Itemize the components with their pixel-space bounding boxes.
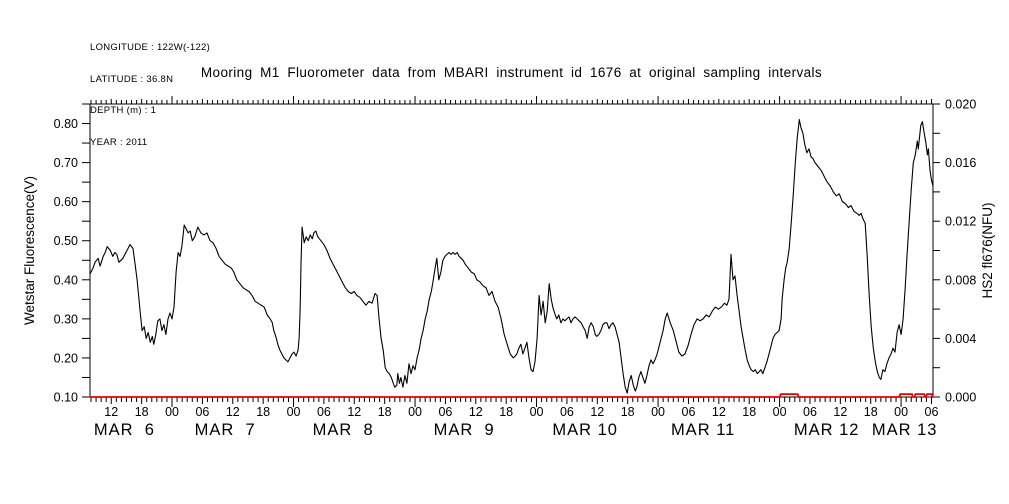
x-axis-hour-label: 12 [226,405,240,419]
right-axis-tick-label: 0.000 [945,391,976,405]
x-axis-hour-label: 18 [256,405,270,419]
x-axis-hour-label: 18 [864,405,878,419]
x-axis-hour-label: 06 [925,405,939,419]
fluorescence-series-line [89,119,934,394]
left-axis-tick-label: 0.10 [54,391,78,405]
x-axis-hour-label: 06 [560,405,574,419]
x-axis-hour-label: 18 [135,405,149,419]
right-axis-tick-label: 0.016 [945,156,976,170]
x-axis-hour-label: 00 [651,405,665,419]
x-axis-date-label: MAR 8 [313,421,374,439]
x-axis-hour-label: 00 [408,405,422,419]
left-axis-tick-label: 0.20 [54,351,78,365]
x-axis-hour-label: 12 [104,405,118,419]
x-axis-date-label: MAR 12 [794,421,860,439]
x-axis-hour-label: 12 [712,405,726,419]
left-axis-tick-label: 0.60 [54,195,78,209]
x-axis-date-label: MAR 11 [671,421,735,439]
x-axis-hour-label: 06 [682,405,696,419]
x-axis-hour-label: 06 [803,405,817,419]
x-axis-hour-label: 06 [195,405,209,419]
x-axis-date-label: MAR 9 [434,421,495,439]
left-axis-tick-label: 0.50 [54,234,78,248]
left-axis-tick-label: 0.80 [54,117,78,131]
x-axis-date-label: MAR 6 [94,421,155,439]
x-axis-hour-label: 00 [287,405,301,419]
x-axis-hour-label: 06 [317,405,331,419]
metadata-longitude: LONGITUDE : 122W(-122) [90,42,211,53]
x-axis-date-label: MAR 13 [872,421,938,439]
x-axis-hour-label: 18 [742,405,756,419]
right-axis-tick-label: 0.012 [945,215,976,229]
left-axis-tick-label: 0.30 [54,312,78,326]
x-axis-date-label: MAR 7 [195,421,256,439]
metadata-depth: DEPTH (m) : 1 [90,105,157,116]
metadata-block: LONGITUDE : 122W(-122) LATITUDE : 36.8N … [90,22,210,169]
hs2-series-line [89,393,934,398]
right-axis-tick-label: 0.004 [945,332,976,346]
metadata-latitude: LATITUDE : 36.8N [90,73,174,85]
x-axis-hour-label: 00 [530,405,544,419]
x-axis-hour-label: 18 [499,405,513,419]
x-axis-hour-label: 00 [894,405,908,419]
chart-title: Mooring M1 Fluorometer data from MBARI i… [200,65,823,80]
x-axis-hour-label: 12 [469,405,483,419]
x-axis-hour-label: 00 [773,405,787,419]
right-axis-tick-label: 0.020 [945,98,976,112]
right-axis-tick-label: 0.008 [945,273,976,287]
x-axis-hour-label: 18 [621,405,635,419]
x-axis-hour-label: 00 [165,405,179,419]
x-axis-hour-label: 12 [590,405,604,419]
left-axis-tick-label: 0.40 [54,273,78,287]
x-axis-date-label: MAR 10 [552,421,618,439]
right-axis-title: HS2 fl676(NFU) [980,202,995,298]
x-axis-hour-label: 06 [438,405,452,419]
x-axis-hour-label: 12 [833,405,847,419]
x-axis-hour-label: 12 [347,405,361,419]
left-axis-tick-label: 0.70 [54,156,78,170]
metadata-year: YEAR : 2011 [90,136,148,148]
x-axis-hour-label: 18 [378,405,392,419]
left-axis-title: Wetstar Fluorescence(V) [22,176,37,325]
